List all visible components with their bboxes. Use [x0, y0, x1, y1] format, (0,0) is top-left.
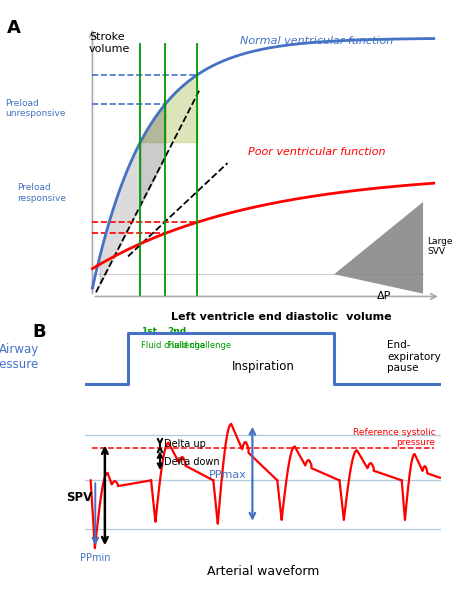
Text: 1st: 1st: [141, 327, 157, 336]
Text: Fluid challenge: Fluid challenge: [167, 341, 231, 350]
Text: Left ventricle end diastolic  volume: Left ventricle end diastolic volume: [171, 312, 391, 322]
Text: Poor ventricular function: Poor ventricular function: [247, 147, 385, 157]
Text: Airway
pressure: Airway pressure: [0, 343, 39, 371]
Text: Preload
responsive: Preload responsive: [17, 183, 66, 202]
Text: Preload
unresponsive: Preload unresponsive: [5, 98, 66, 118]
Text: SPV: SPV: [66, 491, 92, 504]
Polygon shape: [334, 202, 423, 294]
Text: Fluid challenge: Fluid challenge: [141, 341, 206, 350]
Text: A: A: [7, 19, 21, 37]
Text: 2nd: 2nd: [167, 327, 186, 336]
Text: Normal ventricular function: Normal ventricular function: [240, 36, 393, 46]
Text: Delta down: Delta down: [164, 457, 220, 467]
Text: Delta up: Delta up: [164, 439, 206, 449]
Text: Inspiration: Inspiration: [232, 361, 294, 373]
Text: B: B: [32, 323, 46, 341]
Text: PPmax: PPmax: [209, 470, 247, 480]
Text: Arterial waveform: Arterial waveform: [207, 565, 319, 578]
Text: Reference systolic
pressure: Reference systolic pressure: [353, 428, 436, 448]
Text: PPmin: PPmin: [80, 553, 110, 563]
Text: End-
expiratory
pause: End- expiratory pause: [387, 340, 441, 373]
Text: Stroke
volume: Stroke volume: [89, 33, 130, 54]
Text: ΔP: ΔP: [377, 291, 391, 301]
Text: Large
SVV: Large SVV: [427, 237, 453, 256]
